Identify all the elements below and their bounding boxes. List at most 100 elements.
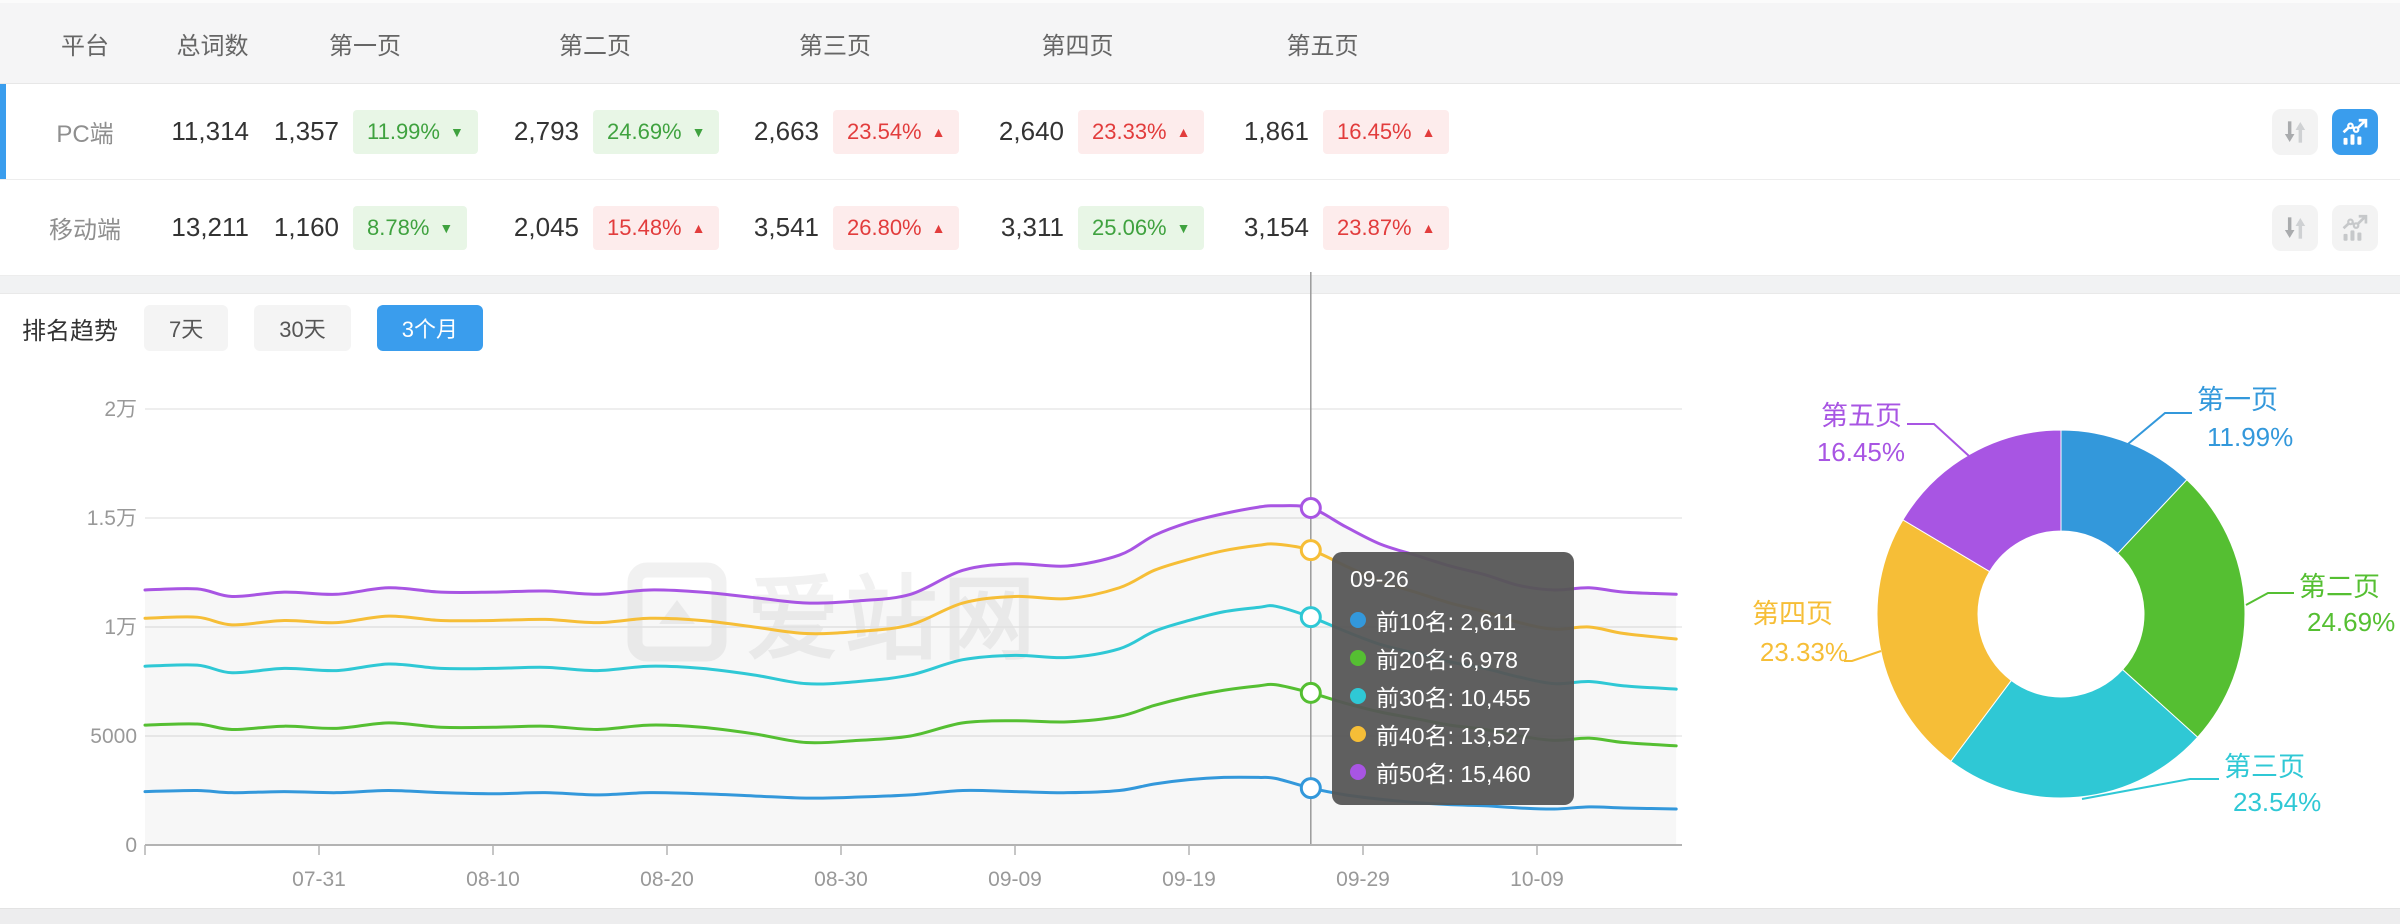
tooltip-item: 前10名: 2,611 [1350, 601, 1556, 639]
crosshair-marker-top50 [1299, 496, 1322, 519]
page2-percent-badge: 24.69% ▼ [593, 109, 720, 154]
pie-slice-page4[interactable] [1876, 519, 2012, 763]
up-triangle-icon: ▲ [1176, 123, 1191, 140]
sort-button[interactable] [2272, 108, 2318, 155]
table-row-mobile[interactable]: 移动端 13,211 1,160 8.78% ▼ 2,045 15.48% ▲ [0, 180, 2400, 276]
pie-label-page2: 第二页 [2299, 572, 2380, 602]
pie-label-page5: 第五页 [1821, 401, 1902, 431]
crosshair-marker-top10 [1299, 777, 1322, 800]
page5-percent-cell: 16.45% ▲ [1315, 109, 1450, 154]
percent-value: 23.33% [1092, 118, 1167, 144]
tab-3个月[interactable]: 3个月 [376, 305, 483, 351]
trend-chart-button[interactable] [2332, 108, 2378, 155]
watermark-logo: 爱站网 [625, 545, 1041, 678]
tab-30天[interactable]: 30天 [254, 305, 351, 351]
x-axis-label: 09-19 [1162, 868, 1216, 891]
page5-percent-badge: 23.87% ▲ [1323, 205, 1450, 250]
page1-percent-badge: 11.99% ▼ [353, 109, 478, 154]
pie-percent-page4: 23.33% [1760, 637, 1848, 667]
down-triangle-icon: ▼ [1176, 219, 1191, 236]
page3-percent-cell: 23.54% ▲ [825, 109, 960, 154]
page5-count: 1,861 [1243, 116, 1309, 146]
total-count: 11,314 [171, 116, 249, 146]
page4-percent-badge: 23.33% ▲ [1078, 109, 1205, 154]
tooltip-item-text: 前20名: 6,978 [1376, 647, 1518, 673]
tooltip-item: 前50名: 15,460 [1350, 753, 1556, 791]
percent-value: 16.45% [1337, 118, 1412, 144]
page1-percent-cell: 11.99% ▼ [345, 109, 478, 154]
header-cell-page3: 第三页 [799, 32, 871, 60]
header-cell-total: 总词数 [176, 32, 249, 60]
sort-arrows-icon [2284, 216, 2306, 239]
row-actions [2230, 204, 2400, 251]
up-triangle-icon: ▲ [931, 219, 946, 236]
x-axis-label: 08-30 [814, 868, 868, 891]
tooltip-item: 前30名: 10,455 [1350, 677, 1556, 715]
header-cell-page1: 第一页 [329, 32, 401, 60]
tooltip-item-text: 前50名: 15,460 [1376, 761, 1531, 787]
pie-slice-page1[interactable] [2060, 429, 2188, 555]
platform-label: PC端 [56, 121, 114, 148]
percent-value: 24.69% [607, 118, 682, 144]
watermark-glyph [627, 562, 727, 661]
pie-slice-page2[interactable] [2117, 479, 2246, 738]
tooltip-item: 前40名: 13,527 [1350, 715, 1556, 753]
table-row-pc[interactable]: PC端 11,314 1,357 11.99% ▼ 2,793 24.69% ▼ [0, 84, 2400, 180]
pie-percent-page2: 24.69% [2307, 607, 2395, 637]
tooltip-items: 前10名: 2,611 前20名: 6,978 前30名: 10,455 前40… [1350, 601, 1556, 791]
page3-percent-badge: 23.54% ▲ [833, 109, 960, 154]
chart-tooltip: 09-26 前10名: 2,611 前20名: 6,978 前30名: 10,4… [1332, 552, 1574, 805]
page5-count: 3,154 [1243, 212, 1309, 242]
sort-button[interactable] [2272, 204, 2318, 251]
up-triangle-icon: ▲ [1421, 123, 1436, 140]
pie-slice-page5[interactable] [1902, 429, 2062, 573]
pie-label-page3: 第三页 [2224, 752, 2305, 782]
page4-percent-badge: 25.06% ▼ [1078, 205, 1205, 250]
page2-count: 2,793 [513, 116, 579, 146]
percent-value: 8.78% [367, 214, 430, 240]
page4-percent-cell: 23.33% ▲ [1070, 109, 1205, 154]
percent-value: 23.87% [1337, 214, 1412, 240]
watermark-text: 爱站网 [747, 569, 1042, 671]
x-axis-label: 08-10 [466, 868, 520, 891]
tab-7天[interactable]: 7天 [144, 305, 229, 351]
series-dot-icon [1350, 612, 1366, 628]
pie-label-line-page2 [2245, 592, 2294, 606]
page3-percent-badge: 26.80% ▲ [833, 205, 960, 250]
crosshair-marker-top40 [1299, 539, 1322, 562]
rank-trend-title: 排名趋势 [22, 317, 118, 345]
trend-chart-icon [2342, 214, 2368, 241]
percent-value: 11.99% [367, 118, 440, 144]
pie-slice-page3[interactable] [1950, 668, 2199, 799]
up-triangle-icon: ▲ [691, 219, 706, 236]
down-triangle-icon: ▼ [439, 219, 454, 236]
page1-percent-badge: 8.78% ▼ [353, 205, 468, 250]
sort-arrows-icon [2284, 120, 2306, 143]
series-dot-icon [1350, 688, 1366, 704]
series-dot-icon [1350, 764, 1366, 780]
trend-chart-icon [2342, 118, 2368, 145]
y-axis-label: 1.5万 [87, 507, 137, 530]
total-count: 13,211 [171, 212, 249, 242]
page2-percent-cell: 15.48% ▲ [585, 205, 720, 250]
pie-label-line-page1 [2127, 412, 2192, 445]
y-axis-label: 0 [125, 834, 137, 857]
footer-strip [0, 908, 2400, 924]
tooltip-item-text: 前40名: 13,527 [1376, 723, 1531, 749]
pie-label-page1: 第一页 [2197, 385, 2278, 415]
row-actions [2230, 108, 2400, 155]
pie-percent-page5: 16.45% [1817, 437, 1905, 467]
page3-percent-cell: 26.80% ▲ [825, 205, 960, 250]
x-axis-label: 07-31 [292, 868, 346, 891]
page4-count: 2,640 [998, 116, 1064, 146]
page1-count: 1,160 [273, 212, 339, 242]
x-axis-label: 09-29 [1336, 868, 1390, 891]
x-axis-label: 08-20 [640, 868, 694, 891]
series-dot-icon [1350, 726, 1366, 742]
page4-count: 3,311 [1000, 212, 1064, 242]
trend-chart-button[interactable] [2332, 204, 2378, 251]
y-axis-label: 5000 [90, 725, 137, 748]
header-cell-page2: 第二页 [559, 32, 631, 60]
page5-percent-badge: 16.45% ▲ [1323, 109, 1450, 154]
